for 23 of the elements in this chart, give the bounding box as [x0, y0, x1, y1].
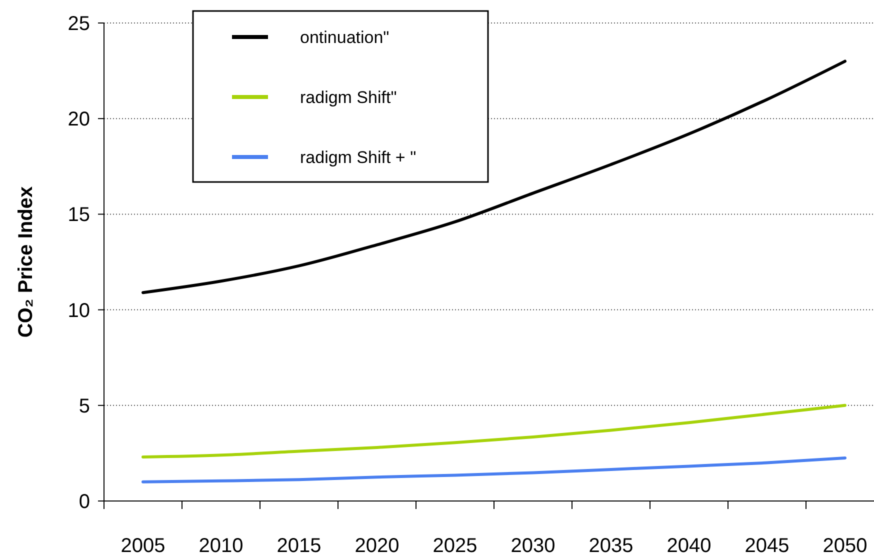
- x-tick-label: 2035: [588, 535, 634, 557]
- x-tick-label: 2030: [510, 535, 556, 557]
- y-tick-label: 10: [68, 300, 90, 322]
- y-tick-label: 20: [68, 108, 90, 131]
- y-tick-label: 15: [68, 204, 90, 226]
- x-tick-label: 2010: [198, 535, 244, 557]
- legend-label: ontinuation": [300, 28, 390, 47]
- x-tick-label: 2020: [354, 535, 400, 557]
- x-tick-label: 2040: [666, 535, 712, 557]
- x-tick-label: 2015: [276, 535, 322, 557]
- y-tick-label: 0: [78, 491, 90, 513]
- x-tick-label: 2045: [744, 535, 790, 557]
- line-series: [142, 60, 846, 294]
- y-tick-label: 25: [68, 13, 90, 35]
- x-tick-label: 2005: [120, 535, 166, 557]
- line-series: [142, 404, 846, 459]
- legend-label: radigm Shift": [300, 88, 397, 107]
- line-series: [142, 456, 846, 484]
- x-tick-label: 2025: [432, 535, 478, 557]
- y-axis-title: CO₂ Price Index: [15, 186, 37, 338]
- y-tick-label: 5: [78, 395, 90, 418]
- x-tick-label: 2050: [822, 535, 868, 557]
- legend-label: radigm Shift + ": [300, 148, 416, 167]
